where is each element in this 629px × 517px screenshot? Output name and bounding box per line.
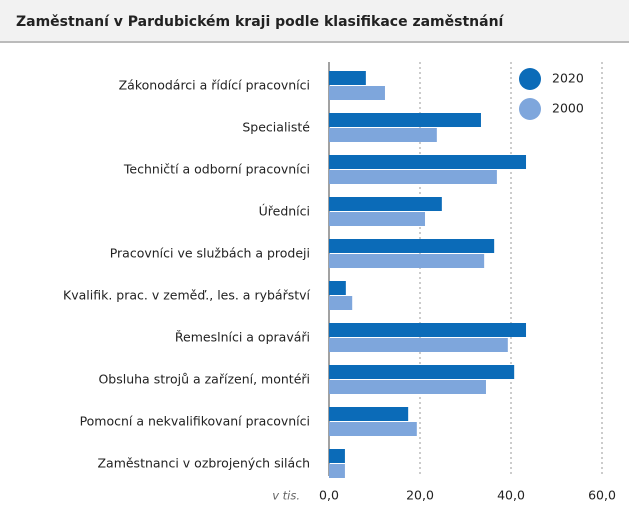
bar bbox=[329, 197, 442, 211]
title-band bbox=[0, 0, 629, 42]
y-tick-label: Techničtí a odborní pracovníci bbox=[123, 162, 310, 177]
bar bbox=[329, 71, 366, 85]
y-tick-label: Obsluha strojů a zařízení, montéři bbox=[98, 372, 310, 387]
y-tick-label: Pracovníci ve službách a prodeji bbox=[110, 246, 310, 261]
bar bbox=[329, 113, 481, 127]
bar bbox=[329, 86, 385, 100]
x-tick-label: 0,0 bbox=[319, 488, 339, 503]
bar bbox=[329, 380, 486, 394]
chart-title: Zaměstnaní v Pardubickém kraji podle kla… bbox=[16, 14, 505, 30]
bar bbox=[329, 239, 495, 253]
y-tick-label: Zákonodárci a řídící pracovníci bbox=[119, 78, 310, 93]
axis-unit: v tis. bbox=[272, 489, 300, 503]
legend-label: 2000 bbox=[552, 101, 584, 116]
bar bbox=[329, 422, 417, 436]
bar bbox=[329, 365, 515, 379]
y-tick-label: Kvalifik. prac. v zeměď., les. a rybářst… bbox=[63, 288, 310, 303]
bar bbox=[329, 155, 527, 169]
y-tick-label: Pomocní a nekvalifikovaní pracovníci bbox=[80, 414, 310, 429]
bar bbox=[329, 407, 409, 421]
bar bbox=[329, 296, 353, 310]
bar bbox=[329, 128, 437, 142]
bar bbox=[329, 323, 527, 337]
legend-label: 2020 bbox=[552, 71, 584, 86]
bar bbox=[329, 254, 485, 268]
bar bbox=[329, 170, 497, 184]
y-tick-label: Zaměstnanci v ozbrojených silách bbox=[97, 456, 310, 471]
legend-swatch bbox=[519, 68, 541, 90]
bar bbox=[329, 338, 508, 352]
bar bbox=[329, 281, 346, 295]
x-tick-label: 20,0 bbox=[406, 488, 434, 503]
bar bbox=[329, 212, 426, 226]
y-tick-label: Úředníci bbox=[259, 204, 310, 219]
y-tick-label: Řemeslníci a opraváři bbox=[175, 330, 310, 345]
x-tick-label: 40,0 bbox=[497, 488, 525, 503]
y-tick-label: Specialisté bbox=[242, 120, 310, 135]
x-tick-label: 60,0 bbox=[588, 488, 616, 503]
legend-swatch bbox=[519, 98, 541, 120]
bar bbox=[329, 464, 345, 478]
bar bbox=[329, 449, 345, 463]
